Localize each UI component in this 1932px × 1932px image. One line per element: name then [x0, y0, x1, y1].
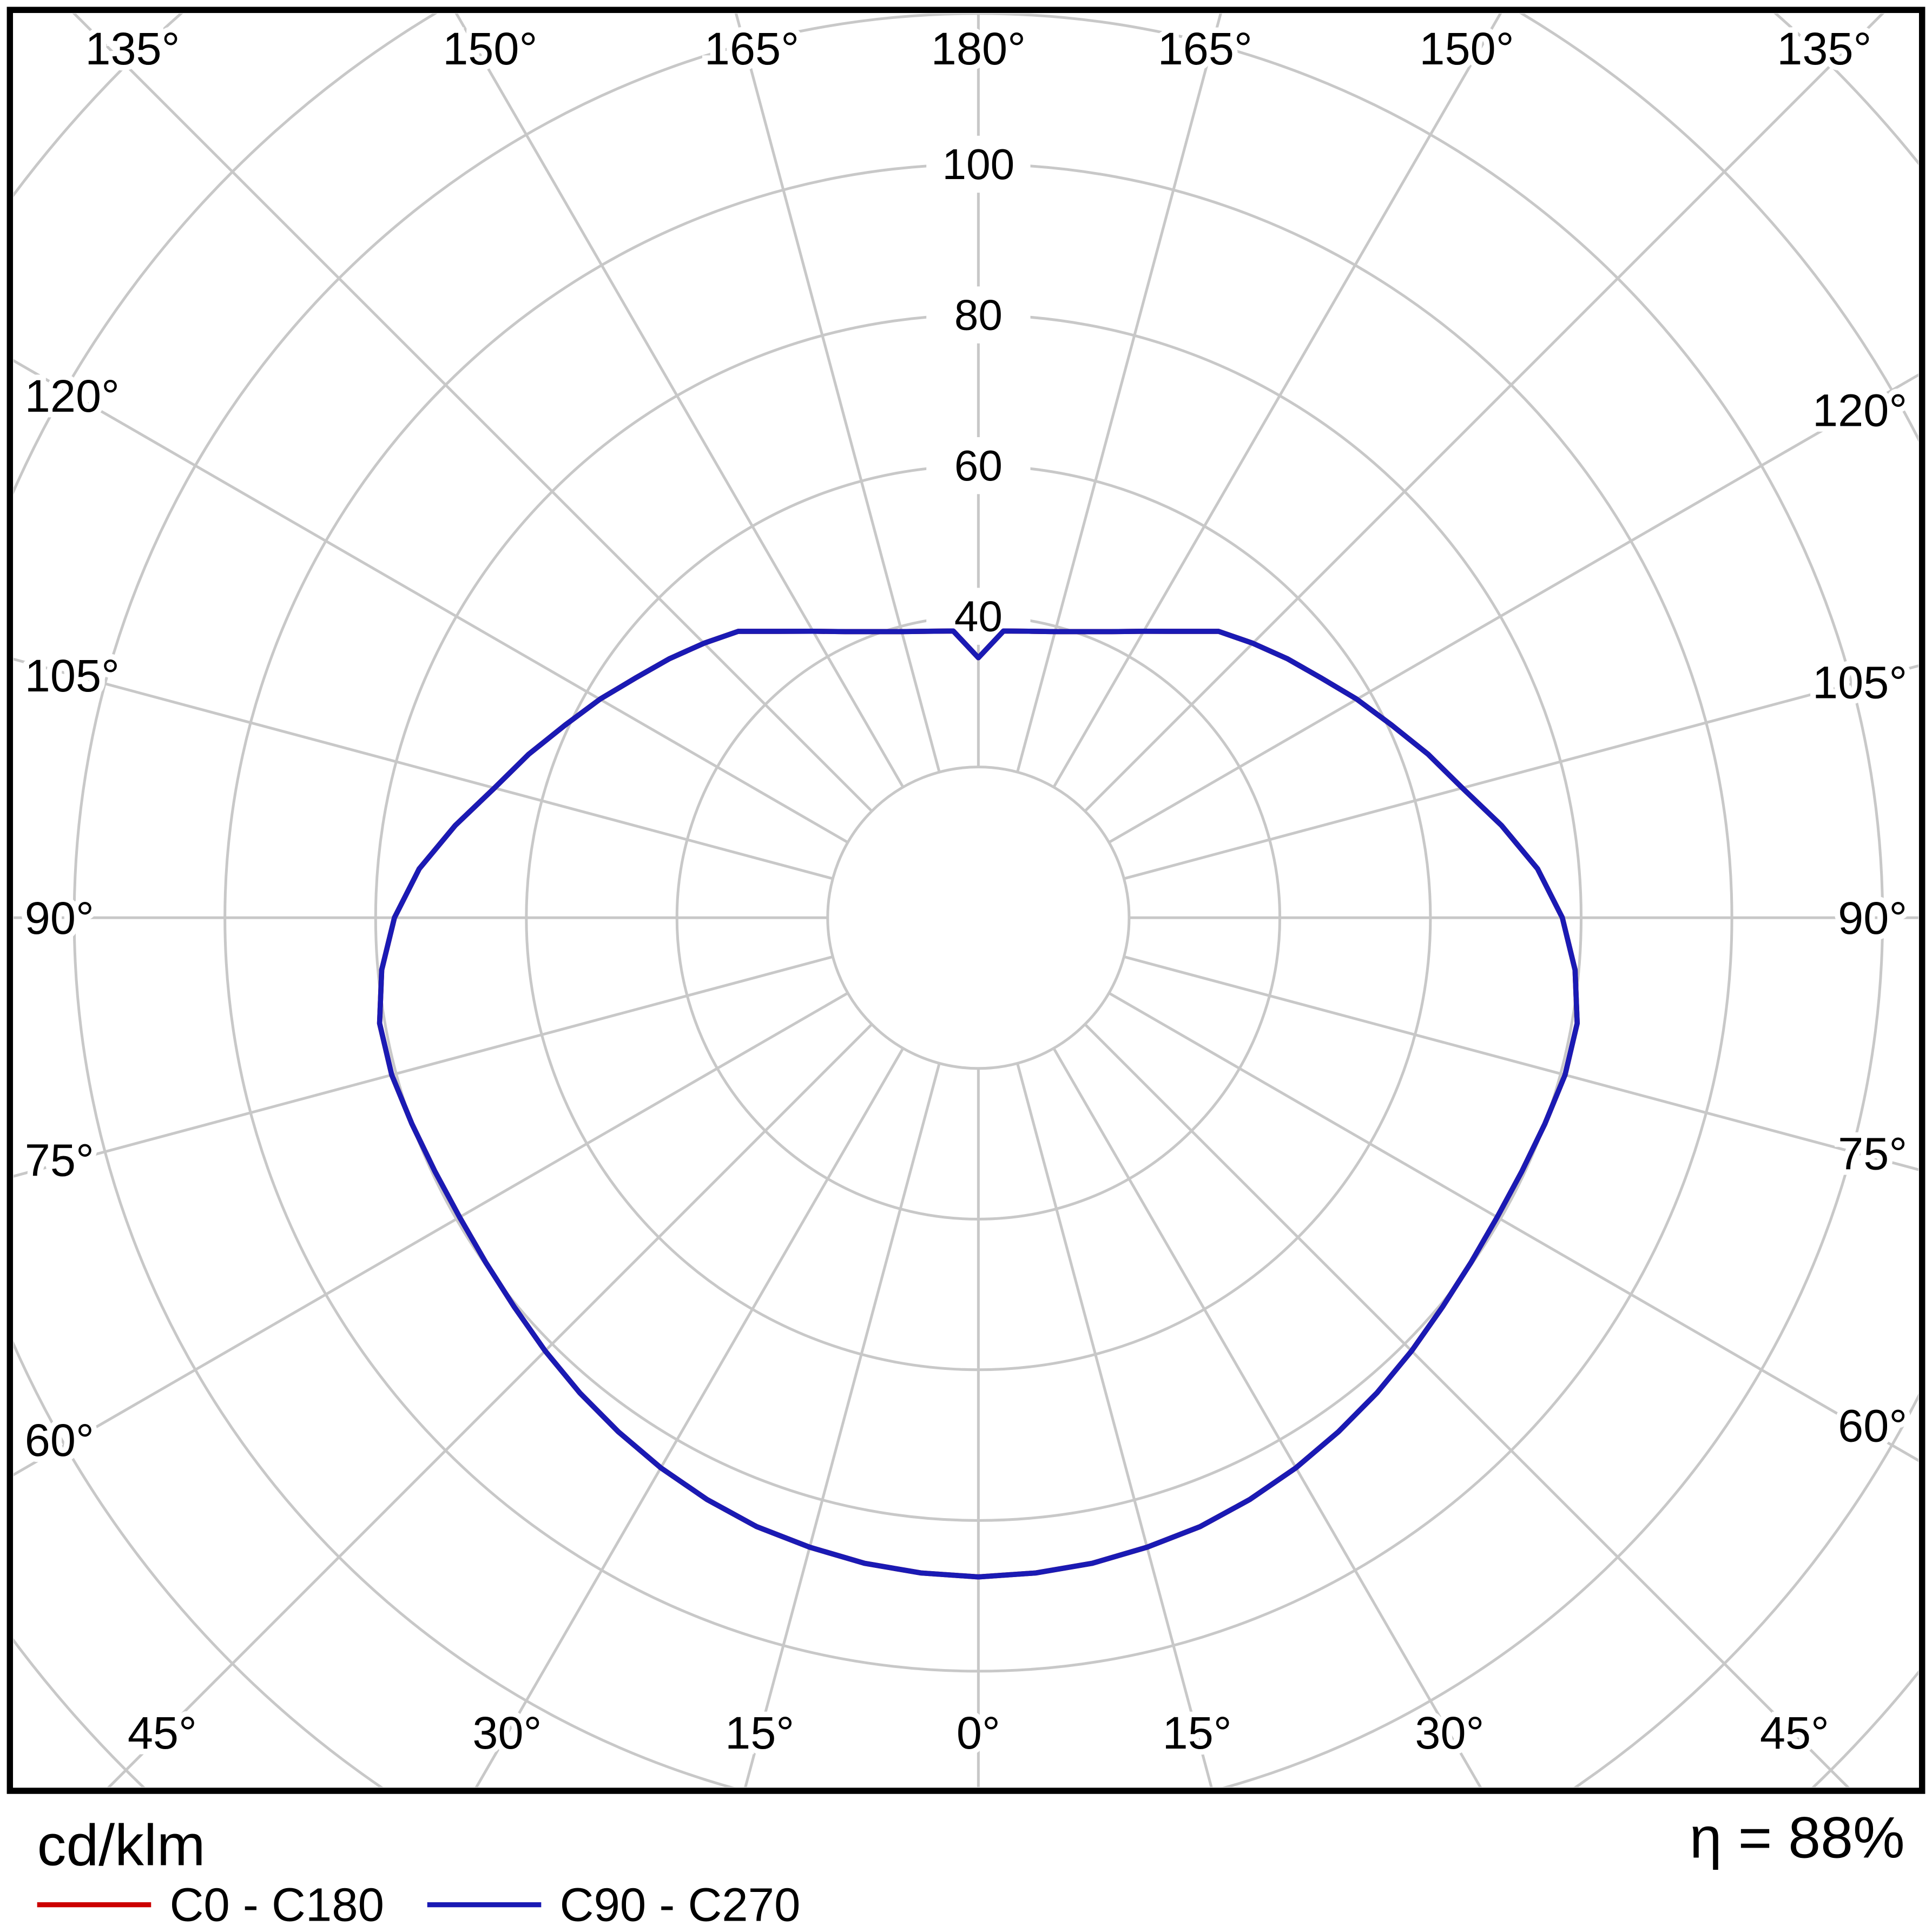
grid-spoke — [1123, 664, 1918, 880]
angle-label-120-left: 120° — [25, 370, 120, 421]
ring-labels: 40 60 80 100 — [926, 135, 1031, 645]
grid-spoke — [1084, 1023, 1850, 1788]
angle-label-45-right: 45° — [1760, 1707, 1829, 1758]
efficiency-label: η = 88% — [1690, 1805, 1905, 1870]
angle-label-135-left: 135° — [85, 23, 180, 74]
ring-label: 40 — [954, 592, 1003, 641]
grid-spoke — [1123, 955, 1918, 1171]
angle-label-105-right: 105° — [1812, 657, 1907, 708]
grid-spoke — [1016, 1063, 1213, 1788]
grid-spoke — [1108, 373, 1918, 844]
grid-spoke — [474, 1047, 905, 1788]
angle-label-45-left: 45° — [128, 1707, 197, 1758]
angle-label-150-right: 150° — [1419, 23, 1514, 74]
angle-label-120-right: 120° — [1812, 385, 1907, 436]
grid-spoke — [1016, 14, 1222, 773]
angle-label-135-right: 135° — [1777, 23, 1871, 74]
angle-label-90-left: 90° — [25, 892, 94, 944]
grid-spoke — [1108, 992, 1918, 1462]
angle-label-15-left: 15° — [725, 1707, 794, 1758]
grid-spoke — [744, 1063, 941, 1788]
angle-label-165-left: 165° — [704, 23, 799, 74]
grid-spoke — [1052, 1047, 1482, 1788]
angle-label-30-right: 30° — [1415, 1707, 1484, 1758]
angle-label-180-right: 180° — [931, 23, 1026, 74]
angle-label-90-right: 90° — [1838, 892, 1907, 944]
angle-label-75-left: 75° — [25, 1135, 94, 1186]
angle-label-165-right: 165° — [1158, 23, 1252, 74]
legend-label-c90-c270: C90 - C270 — [560, 1878, 801, 1931]
grid-spoke — [734, 14, 941, 773]
angle-label-60-left: 60° — [25, 1414, 94, 1466]
legend-label-c0-c180: C0 - C180 — [170, 1878, 384, 1931]
grid-spoke — [1084, 14, 1884, 813]
unit-label: cd/klm — [37, 1812, 206, 1877]
ring-label-mask — [926, 135, 1031, 193]
angle-label-75-right: 75° — [1838, 1127, 1907, 1179]
angle-label-60-right: 60° — [1838, 1400, 1907, 1451]
grid-spoke — [72, 14, 873, 813]
angle-label-150-left: 150° — [443, 23, 537, 74]
footer: cd/klm η = 88% C0 - C180 C90 - C270 — [37, 1805, 1905, 1931]
intensity-curves — [377, 628, 1580, 1580]
grid-spoke — [14, 359, 849, 844]
ring-label: 80 — [954, 291, 1003, 339]
angle-labels: 0° 15° 15° 30° 30° 45° 45° 60° 60° 75° 75° 90° 90° 10… — [19, 17, 1913, 1764]
ring-label-mask — [926, 588, 1031, 645]
grid-spoke — [14, 657, 834, 880]
grid-spoke — [1052, 14, 1502, 788]
angle-label-15-right: 15° — [1163, 1707, 1232, 1758]
angle-label-30-left: 30° — [472, 1707, 542, 1758]
grid-spoke — [454, 14, 905, 788]
ring-label-mask — [926, 437, 1031, 494]
grid-ring-20 — [826, 766, 1131, 1070]
ring-label-mask — [926, 286, 1031, 344]
grid-spoke — [14, 955, 834, 1178]
angle-label-0-right: 0° — [957, 1707, 1000, 1758]
grid-spoke — [107, 1023, 873, 1788]
ring-label: 100 — [942, 140, 1015, 188]
curve-C90-C270 — [377, 628, 1580, 1580]
angle-label-105-left: 105° — [25, 650, 120, 701]
ring-label: 60 — [954, 441, 1003, 490]
grid-spoke — [14, 992, 849, 1476]
plot-border — [6, 6, 1926, 1794]
